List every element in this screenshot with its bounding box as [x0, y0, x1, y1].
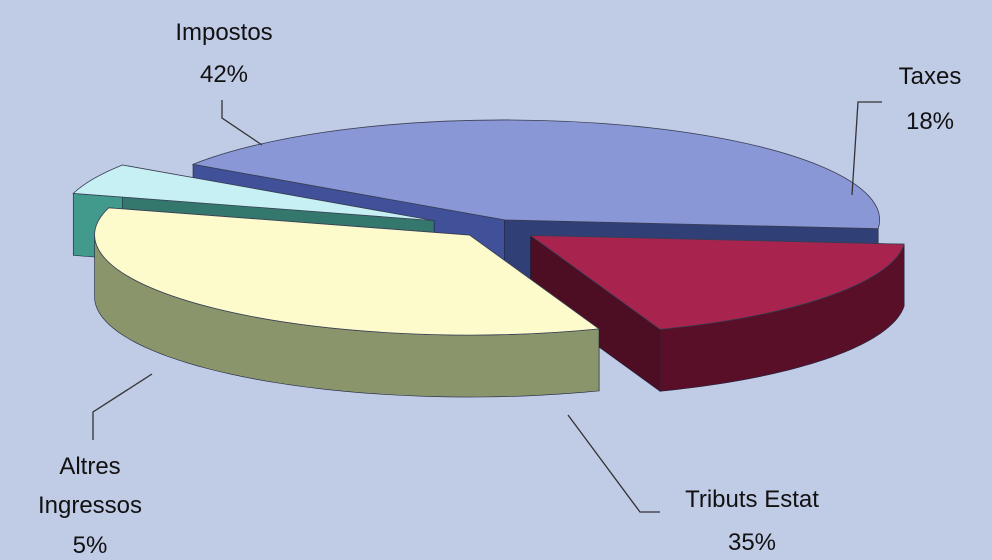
slice-top-taxes [529, 235, 905, 330]
label-impostos-value: 42% [200, 61, 248, 88]
slice-top-impostos [191, 119, 881, 230]
label-altres-value: 5% [73, 532, 108, 559]
slice-top-altres-ingressos [72, 164, 435, 222]
label-altres-name-line1: Altres [59, 453, 120, 480]
pie-slice-tributs-estat [94, 207, 601, 398]
label-impostos-name: Impostos [175, 19, 272, 46]
leader-line-tributs [567, 414, 660, 513]
label-tributs-value: 35% [728, 529, 776, 556]
pie-slices [72, 119, 905, 398]
label-taxes-name: Taxes [899, 63, 962, 90]
label-tributs-name: Tributs Estat [685, 486, 819, 513]
leader-line-taxes [851, 101, 882, 196]
slice-top-tributs-estat [94, 207, 601, 336]
label-taxes-value: 18% [906, 108, 954, 135]
label-altres-name-line2: Ingressos [38, 492, 142, 519]
pie-slice-taxes [529, 234, 905, 392]
leader-line-altres [92, 373, 153, 440]
leader-line-impostos [221, 100, 263, 146]
